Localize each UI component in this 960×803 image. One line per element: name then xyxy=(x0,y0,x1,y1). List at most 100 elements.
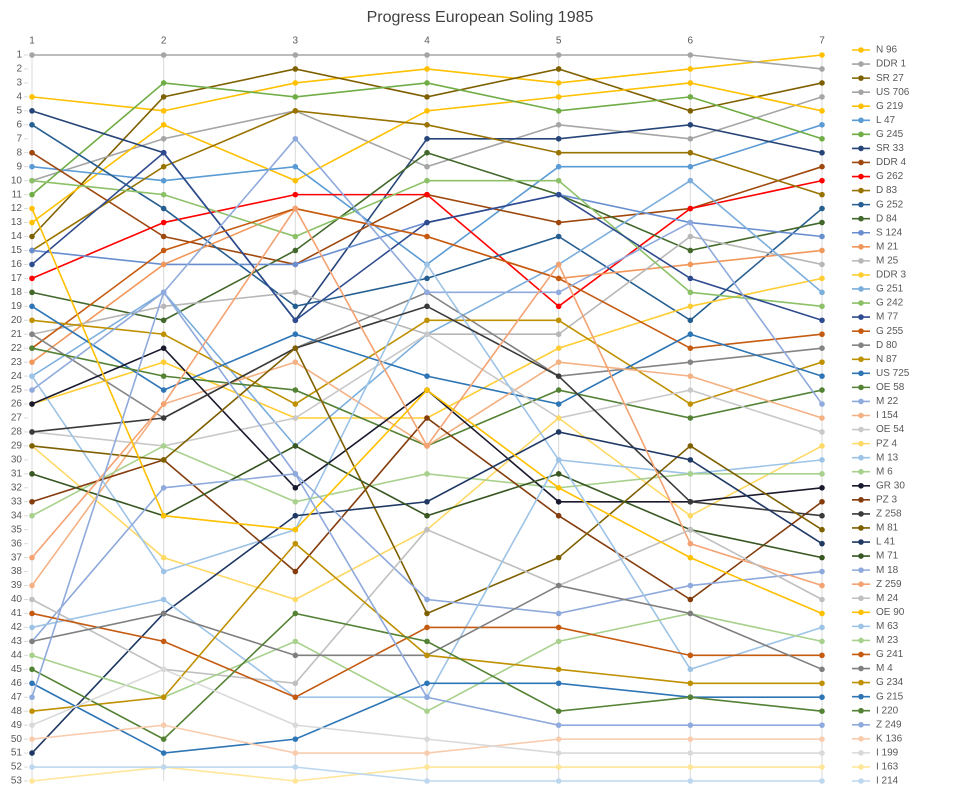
legend-label: G 242 xyxy=(876,298,904,309)
data-point xyxy=(819,596,825,603)
data-point xyxy=(819,135,825,142)
data-point xyxy=(29,624,35,631)
data-point xyxy=(819,401,825,407)
data-point xyxy=(555,722,562,728)
legend-label: DDR 4 xyxy=(876,157,906,168)
data-point xyxy=(819,317,825,324)
legend-swatch-marker xyxy=(858,356,864,363)
legend-swatch-marker xyxy=(858,398,864,405)
data-point xyxy=(819,624,825,631)
data-point xyxy=(555,149,562,156)
data-point xyxy=(819,108,825,114)
legend-swatch-marker xyxy=(858,623,864,630)
legend-swatch-marker xyxy=(858,342,864,349)
data-point xyxy=(555,638,562,645)
legend-label: I 199 xyxy=(876,748,899,759)
data-point xyxy=(29,401,35,407)
data-point xyxy=(424,177,430,184)
data-point xyxy=(687,554,694,561)
legend-swatch-marker xyxy=(858,665,864,672)
legend-label: G 252 xyxy=(876,199,904,210)
data-point xyxy=(819,80,825,86)
data-point xyxy=(292,540,299,547)
data-point xyxy=(424,526,430,533)
data-point xyxy=(292,443,299,449)
legend-swatch-marker xyxy=(858,89,864,95)
data-point xyxy=(819,512,825,519)
data-point xyxy=(687,373,694,379)
legend-label: M 21 xyxy=(876,241,899,252)
data-point xyxy=(29,512,35,519)
y-tick-label: 28 xyxy=(11,427,23,438)
legend-swatch-marker xyxy=(858,764,864,770)
data-point xyxy=(29,666,35,673)
y-tick-label: 46 xyxy=(11,678,23,689)
legend-label: G 219 xyxy=(876,101,904,112)
legend-swatch-marker xyxy=(858,736,864,742)
data-point xyxy=(424,219,430,226)
y-tick-label: 29 xyxy=(11,441,23,452)
legend-label: G 215 xyxy=(876,691,904,702)
legend-swatch-marker xyxy=(858,103,864,110)
y-tick-label: 13 xyxy=(11,217,23,228)
legend-swatch-marker xyxy=(858,412,864,419)
data-point xyxy=(819,443,825,449)
data-point xyxy=(819,163,825,170)
legend-label: G 255 xyxy=(876,326,904,337)
legend-label: OE 54 xyxy=(876,424,905,435)
y-tick-label: 47 xyxy=(11,692,23,703)
data-point xyxy=(29,429,35,435)
legend-swatch-marker xyxy=(858,581,864,587)
x-tick-label: 1 xyxy=(29,36,35,47)
legend-label: Z 249 xyxy=(876,719,902,730)
data-point xyxy=(29,289,35,296)
legend-swatch-marker xyxy=(858,679,864,686)
data-point xyxy=(819,526,825,533)
data-point xyxy=(292,596,299,603)
y-tick-label: 39 xyxy=(11,580,23,591)
data-point xyxy=(555,415,562,421)
y-tick-label: 37 xyxy=(11,552,23,563)
data-point xyxy=(160,261,167,268)
legend-label: Z 258 xyxy=(876,509,902,520)
data-point xyxy=(424,778,430,784)
data-point xyxy=(424,610,430,617)
legend-swatch-marker xyxy=(858,187,864,194)
legend-label: DDR 3 xyxy=(876,270,906,281)
data-point xyxy=(29,52,35,58)
data-point xyxy=(819,429,825,435)
data-point xyxy=(160,303,167,310)
data-point xyxy=(29,233,35,240)
data-point xyxy=(687,177,694,184)
y-tick-label: 45 xyxy=(11,664,23,675)
data-point xyxy=(555,736,562,742)
data-point xyxy=(29,554,35,561)
data-point xyxy=(687,666,694,673)
data-point xyxy=(424,387,430,393)
data-point xyxy=(555,471,562,477)
data-point xyxy=(29,345,35,351)
y-tick-label: 6 xyxy=(16,119,22,130)
data-point xyxy=(292,638,299,645)
legend-swatch-marker xyxy=(858,117,864,124)
data-point xyxy=(819,582,825,589)
data-point xyxy=(424,652,430,659)
legend-label: SR 33 xyxy=(876,143,904,154)
data-point xyxy=(292,247,299,254)
data-point xyxy=(424,163,430,170)
legend-swatch-marker xyxy=(858,145,864,152)
legend-swatch-marker xyxy=(858,553,864,559)
data-point xyxy=(687,778,694,784)
data-point xyxy=(29,163,35,170)
legend-swatch-marker xyxy=(858,497,864,503)
data-point xyxy=(687,722,694,728)
data-point xyxy=(687,694,694,701)
data-point xyxy=(424,135,430,142)
data-point xyxy=(555,331,562,338)
data-point xyxy=(160,694,167,701)
data-point xyxy=(555,498,562,505)
data-point xyxy=(29,205,35,212)
data-point xyxy=(29,736,35,742)
data-point xyxy=(819,610,825,617)
